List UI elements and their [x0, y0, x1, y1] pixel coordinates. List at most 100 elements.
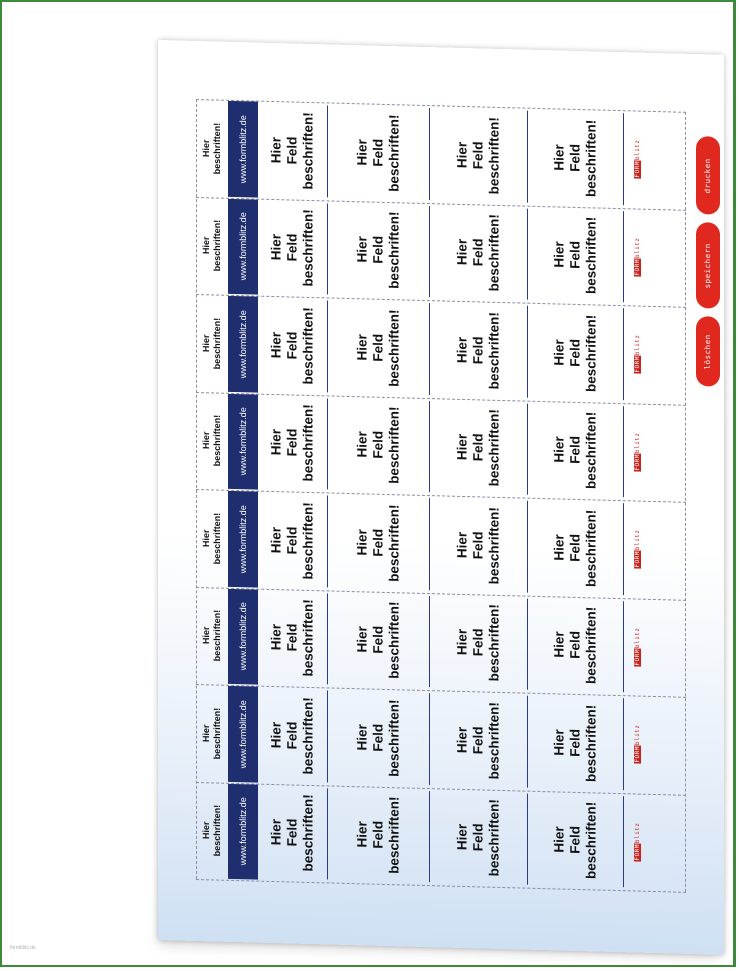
label-field-field-line1: Hier [551, 143, 567, 171]
label-header-line1: Hier [201, 139, 212, 157]
label-field[interactable]: Hier Feld beschriften! [430, 206, 528, 300]
label-field[interactable]: Hier Feld beschriften! [528, 111, 624, 205]
url-text: www.formblitz.de [238, 602, 248, 671]
label-field[interactable]: Hier Feld beschriften! [258, 104, 328, 197]
label-field[interactable]: Hier Feld beschriften! [328, 203, 430, 297]
label-field-field-line2: Feld [567, 533, 583, 562]
delete-button[interactable]: löschen [696, 316, 720, 387]
label-header-line1: Hier [201, 626, 212, 645]
label-field[interactable]: Hier Feld beschriften! [258, 201, 328, 294]
label-header[interactable]: Hier beschriften! [196, 297, 228, 389]
label-field[interactable]: Hier Feld beschriften! [328, 105, 430, 199]
label-field-field-line1: Hier [454, 726, 470, 754]
label-field[interactable]: Hier Feld beschriften! [528, 696, 624, 790]
label-field[interactable]: Hier Feld beschriften! [258, 689, 328, 782]
label-header[interactable]: Hier beschriften! [196, 394, 228, 486]
url-text: www.formblitz.de [238, 699, 248, 769]
label-field-field-line2: Feld [567, 631, 583, 660]
label-field-field-line3: beschriften! [386, 504, 402, 582]
field-divider [527, 793, 528, 885]
label-header[interactable]: Hier beschriften! [196, 687, 228, 779]
label-field[interactable]: Hier Feld beschriften! [328, 690, 430, 784]
label-field[interactable]: Hier Feld beschriften! [430, 693, 528, 787]
formblitz-logo: FORMblitz [624, 308, 650, 400]
label-field-field-line2: Feld [470, 531, 486, 560]
label-header-line2: beschriften! [212, 707, 223, 760]
label-header-line1: Hier [201, 236, 212, 255]
label-field[interactable]: Hier Feld beschriften! [328, 398, 430, 492]
label-field-field-line1: Hier [551, 436, 567, 464]
label-field[interactable]: Hier Feld beschriften! [528, 403, 624, 497]
label-field[interactable]: Hier Feld beschriften! [258, 591, 328, 684]
field-divider [327, 300, 328, 392]
label-field-field-line2: Feld [370, 333, 386, 362]
formblitz-logo: FORMblitz [624, 796, 650, 888]
label-field[interactable]: Hier Feld beschriften! [430, 498, 528, 592]
label-field[interactable]: Hier Feld beschriften! [528, 793, 624, 887]
label-field-field-line1: Hier [269, 429, 285, 456]
label-field[interactable]: Hier Feld beschriften! [430, 108, 528, 202]
label-field-field-line2: Feld [285, 526, 301, 555]
label-field-field-line1: Hier [551, 338, 567, 366]
label-field[interactable]: Hier Feld beschriften! [528, 598, 624, 692]
label-field-field-line2: Feld [470, 336, 486, 365]
label-field[interactable]: Hier Feld beschriften! [328, 593, 430, 687]
save-button[interactable]: speichern [696, 222, 720, 309]
label-field-field-line3: beschriften! [301, 404, 317, 483]
logo-part1: FORM [633, 550, 641, 569]
label-field-field-line1: Hier [354, 431, 370, 458]
label-field-field-line3: beschriften! [386, 114, 402, 192]
label-field-field-line1: Hier [269, 624, 285, 651]
print-button-label: drucken [703, 157, 713, 194]
url-text: www.formblitz.de [238, 309, 248, 379]
field-divider [527, 598, 528, 690]
logo-part2: blitz [633, 529, 641, 551]
label-header[interactable]: Hier beschriften! [196, 589, 228, 681]
label-field-field-line2: Feld [370, 820, 386, 850]
label-field-field-line2: Feld [567, 338, 583, 367]
field-divider [327, 690, 328, 782]
print-button[interactable]: drucken [696, 136, 720, 215]
label-field-field-line1: Hier [551, 826, 567, 854]
logo-part2: blitz [633, 237, 641, 258]
label-field[interactable]: Hier Feld beschriften! [430, 401, 528, 495]
label-field[interactable]: Hier Feld beschriften! [430, 791, 528, 885]
label-field[interactable]: Hier Feld beschriften! [328, 495, 430, 589]
label-header-line2: beschriften! [212, 609, 223, 662]
label-field[interactable]: Hier Feld beschriften! [430, 303, 528, 397]
label-field-field-line3: beschriften! [301, 501, 317, 580]
label-header[interactable]: Hier beschriften! [196, 102, 228, 194]
label-sheet: Hier beschriften! www.formblitz.de Hier Feld… [158, 40, 724, 955]
label-field[interactable]: Hier Feld beschriften! [528, 501, 624, 595]
label-header-line1: Hier [201, 529, 212, 547]
field-divider [429, 400, 430, 493]
label-field-field-line2: Feld [470, 433, 486, 462]
url-band: www.formblitz.de [228, 295, 258, 393]
label-field[interactable]: Hier Feld beschriften! [328, 300, 430, 394]
field-divider [527, 403, 528, 495]
label-field[interactable]: Hier Feld beschriften! [528, 208, 624, 302]
label-field[interactable]: Hier Feld beschriften! [258, 786, 328, 879]
field-divider [327, 397, 328, 490]
label-field-field-line2: Feld [285, 136, 301, 165]
label-header[interactable]: Hier beschriften! [196, 784, 228, 876]
label-field-field-line3: beschriften! [486, 214, 502, 292]
label-field-field-line2: Feld [567, 728, 583, 757]
label-field-field-line3: beschriften! [301, 111, 317, 190]
label-field-field-line3: beschriften! [583, 216, 599, 295]
cut-line-edge [685, 111, 686, 892]
label-header[interactable]: Hier beschriften! [196, 492, 228, 584]
formblitz-logo: FORMblitz [624, 601, 650, 693]
label-field[interactable]: Hier Feld beschriften! [528, 306, 624, 400]
label-field[interactable]: Hier Feld beschriften! [258, 299, 328, 392]
label-header[interactable]: Hier beschriften! [196, 199, 228, 291]
label-field[interactable]: Hier Feld beschriften! [258, 396, 328, 489]
label-field[interactable]: Hier Feld beschriften! [430, 596, 528, 690]
label-field[interactable]: Hier Feld beschriften! [258, 494, 328, 587]
formblitz-logo: FORMblitz [624, 698, 650, 790]
label-field-field-line1: Hier [354, 723, 370, 751]
field-divider [527, 305, 528, 398]
url-band: www.formblitz.de [228, 198, 258, 295]
logo-part2: blitz [633, 139, 641, 161]
label-field[interactable]: Hier Feld beschriften! [328, 788, 430, 882]
